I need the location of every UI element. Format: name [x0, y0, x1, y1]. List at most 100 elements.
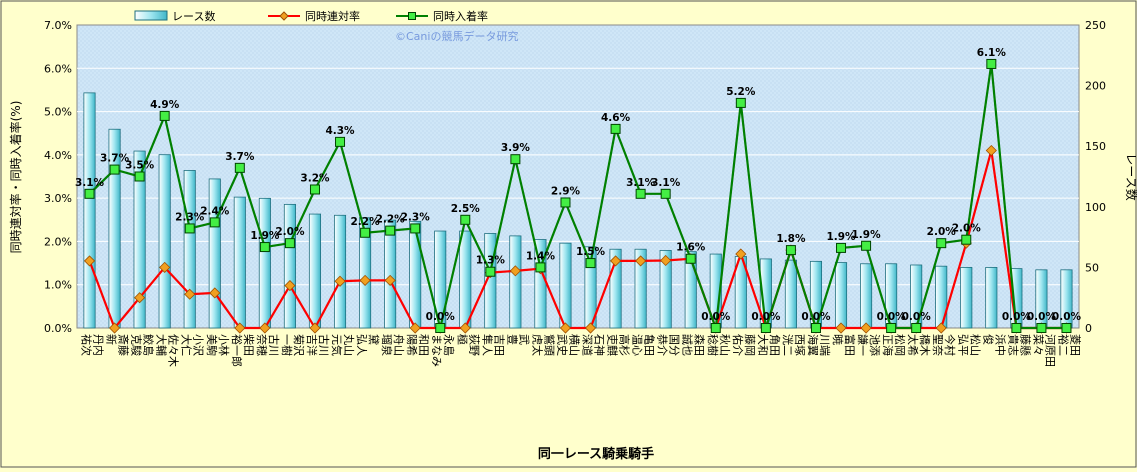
y-right-tick-label: 50 — [1085, 261, 1099, 274]
marker-quinella-rate — [860, 322, 872, 334]
x-axis-title: 同一レース騎乗騎手 — [538, 446, 654, 462]
marker-quinella-rate — [309, 322, 321, 334]
x-tick-label: 吉洋 — [305, 334, 319, 356]
bar-race-count — [83, 92, 96, 329]
marker-quinella-rate — [209, 287, 221, 299]
x-tick-label: 小沢 — [192, 334, 206, 356]
data-label: 0.0% — [1002, 311, 1032, 323]
x-tick-label: 菊沢 — [292, 334, 306, 356]
data-label: 2.0% — [275, 226, 305, 238]
marker-placing-rate — [435, 323, 446, 333]
marker-placing-rate — [134, 171, 145, 182]
marker-quinella-rate — [109, 322, 121, 334]
line-placing-rate — [88, 63, 1067, 332]
x-tick-label: 恭介 — [656, 334, 669, 356]
x-tick-label: 菱田 — [1068, 334, 1081, 356]
marker-quinella-rate — [234, 322, 246, 334]
bar-race-count — [208, 178, 221, 329]
y-axis-right-title: レース数 — [1124, 153, 1137, 200]
x-tick-label: 小林 — [217, 334, 231, 356]
x-tick-label: 菜々 — [1031, 334, 1044, 356]
bar-race-count — [960, 266, 973, 329]
data-label: 3.7% — [100, 153, 130, 165]
data-label: 0.0% — [701, 311, 731, 323]
marker-placing-rate — [1036, 323, 1047, 333]
marker-placing-rate — [460, 214, 471, 225]
x-tick-label: 西塚 — [793, 334, 806, 356]
y-left-tick-label: 3.0% — [44, 192, 72, 205]
legend-swatch-race-count — [134, 10, 168, 21]
marker-placing-rate — [209, 217, 220, 228]
x-tick-label: 大仁 — [180, 334, 194, 356]
x-tick-label: 森田 — [693, 334, 707, 356]
data-label: 0.0% — [751, 311, 781, 323]
marker-placing-rate — [961, 234, 972, 245]
x-tick-label: 丸山 — [342, 334, 355, 356]
data-label: 0.0% — [1027, 311, 1057, 323]
marker-placing-rate — [936, 238, 947, 249]
bar-race-count — [409, 220, 422, 329]
x-tick-label: 池添 — [868, 334, 882, 356]
x-tick-label: 橋木 — [918, 334, 932, 356]
data-label: 1.3% — [476, 255, 506, 267]
marker-quinella-rate — [134, 292, 146, 304]
bar-race-count — [935, 265, 948, 329]
y-right-tick-label: 0 — [1085, 322, 1092, 335]
bar-race-count — [283, 203, 296, 329]
x-tick-label: 亀田 — [643, 334, 657, 356]
x-tick-label: 藤岡 — [743, 334, 756, 356]
marker-quinella-rate — [559, 322, 572, 334]
bar-race-count — [158, 154, 171, 329]
marker-placing-rate — [284, 238, 295, 249]
marker-placing-rate — [685, 253, 696, 264]
x-tick-label: 藤懸 — [1018, 334, 1031, 356]
data-label: 2.5% — [451, 203, 481, 215]
marker-placing-rate — [109, 164, 120, 175]
marker-placing-rate — [360, 227, 371, 238]
data-label: 3.7% — [225, 151, 255, 163]
marker-placing-rate — [836, 242, 847, 253]
x-tick-label: 鮫島 — [142, 334, 156, 356]
legend-marker-square — [408, 12, 416, 20]
marker-placing-rate — [861, 240, 872, 251]
data-label: 4.9% — [150, 99, 180, 111]
x-tick-label: 弘平 — [956, 334, 969, 356]
data-label: 0.0% — [1052, 311, 1082, 323]
bar-race-count — [559, 242, 572, 329]
x-tick-label: 鷲頭 — [542, 334, 556, 356]
data-label: 2.9% — [551, 185, 581, 197]
marker-quinella-rate — [660, 254, 672, 267]
marker-placing-rate — [485, 266, 496, 277]
x-tick-label: 佐々木 — [167, 334, 181, 367]
x-tick-label: 柴田 — [242, 334, 256, 356]
data-label: 3.2% — [300, 172, 330, 184]
marker-placing-rate — [785, 245, 796, 256]
y-right-tick-label: 150 — [1085, 140, 1106, 153]
bar-race-count — [684, 251, 697, 329]
data-label: 2.3% — [175, 211, 205, 223]
bar-race-count — [860, 263, 873, 329]
bar-race-count — [659, 250, 672, 329]
data-label: 3.5% — [125, 160, 155, 172]
y-axis-left-title: 同時連対率・同時入着率(%) — [8, 101, 23, 254]
x-tick-label: 新 — [105, 334, 119, 345]
x-tick-label: 佑介 — [731, 334, 745, 356]
x-tick-label: 瑠泉 — [380, 334, 394, 356]
bar-race-count — [985, 266, 998, 329]
marker-quinella-rate — [935, 322, 947, 334]
x-tick-label: 川端 — [818, 334, 831, 356]
bar-race-count — [233, 196, 246, 329]
x-tick-label: 元気 — [330, 334, 344, 356]
x-tick-label: 浜中 — [993, 334, 1006, 356]
data-label: 0.0% — [801, 311, 831, 323]
marker-placing-rate — [159, 110, 170, 121]
x-tick-label: 荻野 — [467, 334, 480, 356]
x-tick-label: 奈穂 — [255, 334, 269, 356]
x-tick-label: 祐次 — [80, 334, 94, 356]
marker-placing-rate — [410, 223, 421, 234]
data-label: 2.2% — [376, 214, 406, 226]
bar-race-count — [784, 259, 797, 329]
x-tick-label: 裕一郎 — [230, 334, 244, 367]
marker-quinella-rate — [635, 255, 647, 267]
marker-quinella-rate — [384, 274, 396, 286]
